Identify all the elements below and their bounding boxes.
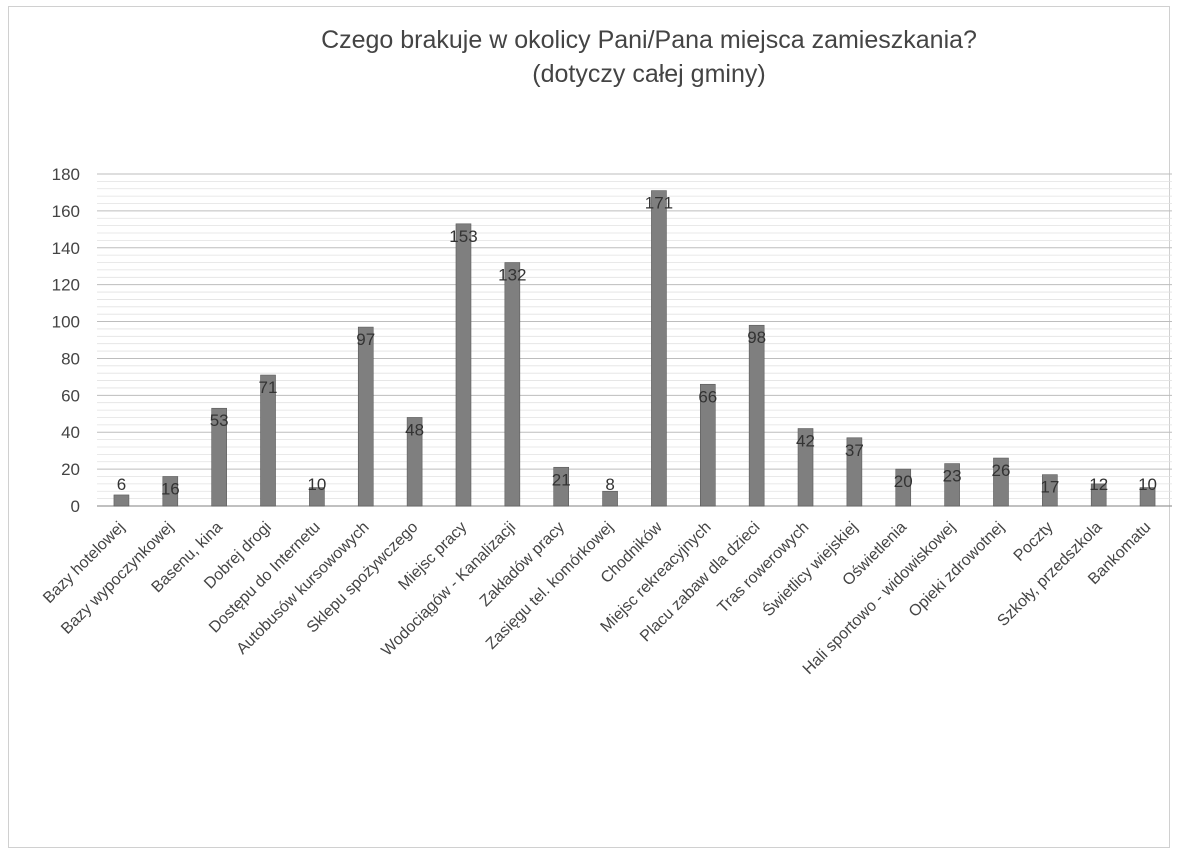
- y-tick-label: 80: [61, 349, 80, 368]
- data-label: 20: [894, 472, 913, 491]
- x-category-label: Opieki zdrowotnej: [906, 519, 1008, 621]
- data-label: 10: [307, 475, 326, 494]
- bar: [113, 494, 130, 507]
- chart-title: Czego brakuje w okolicy Pani/Pana miejsc…: [149, 23, 1149, 91]
- data-labels: 6 16 53 71 10 97 48 153 132 21 8 171 66 98 42 37 20 23 26 1…: [117, 194, 1157, 499]
- bar: [944, 463, 960, 507]
- y-tick-label: 180: [52, 165, 80, 184]
- y-tick-label: 120: [52, 276, 80, 295]
- bar: [651, 190, 667, 507]
- data-label: 97: [356, 330, 375, 349]
- bar: [748, 324, 765, 507]
- bars: [113, 190, 1156, 507]
- bar: [553, 466, 570, 507]
- bar: [162, 476, 179, 507]
- y-tick-label: 40: [61, 423, 80, 442]
- x-category-label: Zakładów pracy: [477, 519, 568, 610]
- y-tick-label: 0: [71, 497, 80, 516]
- x-category-label: Poczty: [1011, 519, 1057, 565]
- y-tick-label: 20: [61, 460, 80, 479]
- data-label: 42: [796, 432, 815, 451]
- x-category-label: Bazy hotelowej: [40, 519, 128, 607]
- data-label: 171: [645, 194, 673, 213]
- bar: [406, 417, 423, 507]
- data-label: 8: [605, 475, 614, 494]
- bar: [1090, 483, 1107, 507]
- chart-title-line-1: Czego brakuje w okolicy Pani/Pana miejsc…: [321, 26, 977, 54]
- chart-frame: Czego brakuje w okolicy Pani/Pana miejsc…: [8, 6, 1170, 848]
- y-tick-label: 140: [52, 239, 80, 258]
- gridlines: [97, 173, 1172, 507]
- y-tick-label: 100: [52, 313, 80, 332]
- bar: [602, 490, 618, 507]
- bar: [504, 262, 521, 507]
- data-label: 23: [943, 467, 962, 486]
- data-label: 132: [498, 266, 526, 285]
- bar: [797, 428, 814, 507]
- bar: [846, 437, 863, 507]
- data-label: 21: [552, 470, 571, 489]
- data-label: 98: [747, 328, 766, 347]
- data-label: 37: [845, 441, 864, 460]
- data-label: 48: [405, 420, 424, 439]
- data-label: 26: [992, 461, 1011, 480]
- bar: [260, 374, 276, 507]
- chart-subtitle: (dotyczy całej gminy): [532, 60, 766, 88]
- bar: [895, 468, 912, 507]
- bar: [455, 223, 472, 507]
- data-label: 6: [117, 475, 126, 494]
- bar: [309, 487, 325, 507]
- data-label: 16: [161, 479, 180, 498]
- data-label: 17: [1040, 478, 1059, 497]
- data-label: 10: [1138, 475, 1157, 494]
- data-label: 12: [1089, 475, 1108, 494]
- data-label: 153: [449, 227, 477, 246]
- y-tick-label: 60: [61, 386, 80, 405]
- y-tick-label: 160: [52, 202, 80, 221]
- bar: [211, 407, 227, 507]
- bar: [993, 457, 1009, 507]
- bar: [1139, 487, 1156, 507]
- bar: [1042, 474, 1058, 507]
- data-label: 71: [259, 378, 278, 397]
- y-axis-ticks: 0 20 40 60 80 100 120 140 160 180: [52, 165, 80, 516]
- bar: [357, 326, 374, 507]
- bar: [699, 383, 716, 507]
- x-category-label: Tras rowerowych: [715, 519, 813, 617]
- data-label: 66: [698, 387, 717, 406]
- data-label: 53: [210, 411, 229, 430]
